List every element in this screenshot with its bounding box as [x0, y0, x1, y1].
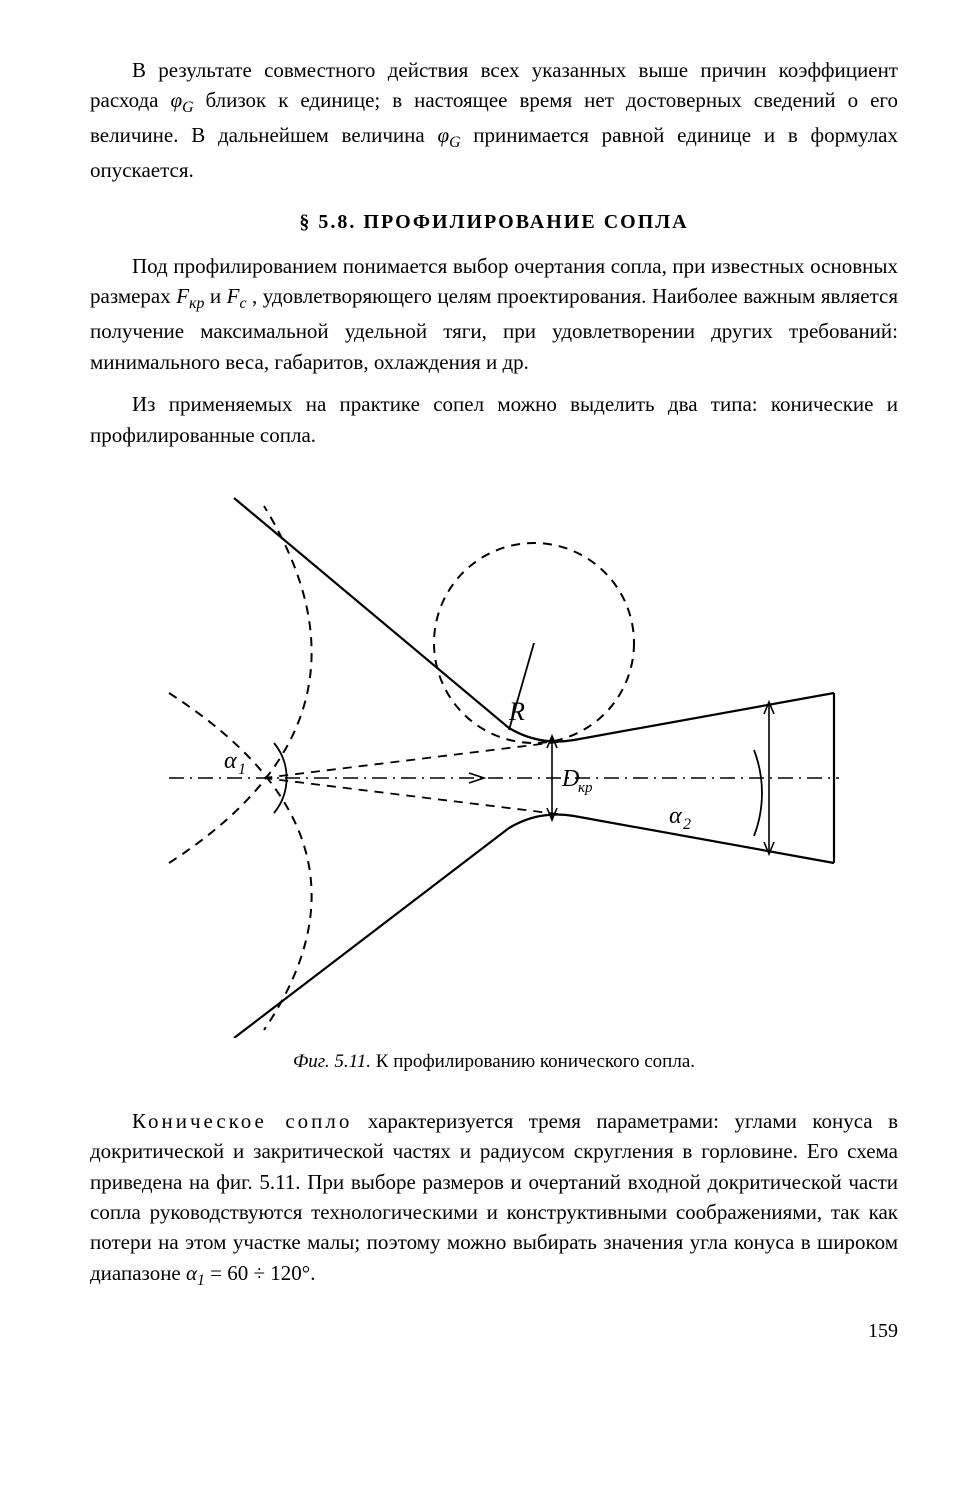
label-Dkr: D: [561, 766, 579, 792]
label-alpha2-sub: 2: [683, 816, 691, 833]
types-paragraph: Из применяемых на практике сопел можно в…: [90, 389, 898, 450]
section-heading: § 5.8. ПРОФИЛИРОВАНИЕ СОПЛА: [90, 208, 898, 237]
label-alpha1-sub: 1: [238, 761, 246, 778]
label-alpha1: α: [224, 748, 237, 774]
figure-caption-label: Фиг. 5.11.: [293, 1051, 371, 1072]
nozzle-diagram-svg: R α 1 α 2 D кр: [114, 478, 874, 1038]
conical-rest: характеризуется тремя параметрами: углам…: [90, 1109, 898, 1285]
page-number: 159: [90, 1317, 898, 1346]
label-Dkr-sub: кр: [578, 780, 593, 796]
label-alpha2: α: [669, 803, 682, 829]
label-R: R: [508, 697, 525, 726]
conical-paragraph: Коническое сопло характеризуется тремя п…: [90, 1106, 898, 1293]
figure-caption-text: К профилированию конического сопла.: [371, 1051, 695, 1072]
figure-5-11: R α 1 α 2 D кр: [90, 478, 898, 1038]
intro-paragraph: В результате совместного действия всех у…: [90, 55, 898, 186]
figure-caption: Фиг. 5.11. К профилированию конического …: [90, 1048, 898, 1076]
conical-lead: Коническое сопло: [132, 1109, 352, 1133]
profiling-paragraph: Под профилированием понимается выбор оче…: [90, 251, 898, 377]
